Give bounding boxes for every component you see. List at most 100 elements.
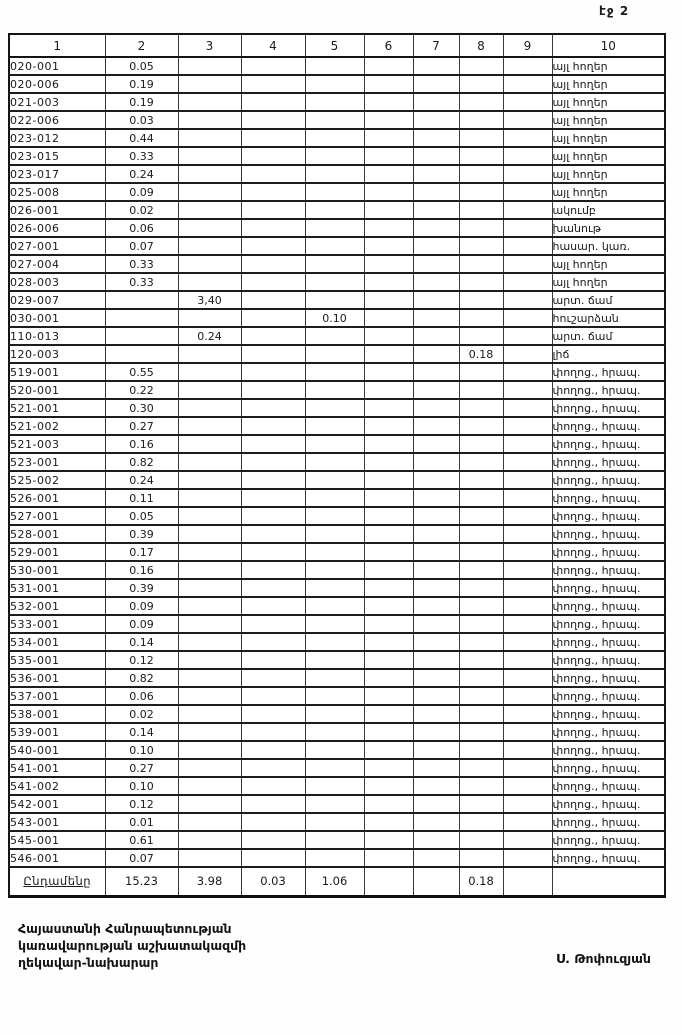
value-cell [458, 291, 503, 310]
value-cell [502, 57, 552, 76]
value-cell [177, 57, 241, 76]
value-cell [363, 453, 413, 472]
land-use-cell: այլ հողեր [551, 129, 665, 148]
value-cell: 0.18 [458, 345, 503, 364]
value-cell [363, 75, 413, 94]
value-cell [304, 327, 364, 346]
value-cell [177, 381, 241, 400]
land-use-cell: փողոց., հրապ.չմ [551, 381, 665, 400]
value-cell [412, 777, 459, 796]
value-cell: 0.27 [104, 417, 178, 436]
table-header-row: 1 2 3 4 5 6 7 8 9 10 [8, 34, 665, 58]
value-cell: 0.19 [104, 93, 178, 112]
land-use-cell: փողոց., հրապ.չմ [551, 633, 665, 652]
value-cell [502, 381, 552, 400]
value-cell [458, 633, 503, 652]
value-cell: 0.22 [104, 381, 178, 400]
value-cell [502, 813, 552, 832]
land-use-cell: փողոց., հրապ.չմ [551, 669, 665, 688]
parcel-code-cell: 532-001 [8, 597, 105, 616]
value-cell [363, 705, 413, 724]
value-cell [502, 309, 552, 328]
value-cell [177, 831, 241, 850]
value-cell [502, 291, 552, 310]
value-cell [240, 831, 305, 850]
table-row: 020-006 0.19 այլ հողեր [8, 75, 665, 94]
value-cell [458, 597, 503, 616]
value-cell [104, 327, 178, 346]
value-cell [177, 147, 241, 166]
table-row: 028-003 0.33 այլ հողեր [8, 273, 665, 292]
value-cell [363, 417, 413, 436]
value-cell [304, 273, 364, 292]
value-cell [240, 345, 305, 364]
value-cell [177, 741, 241, 760]
value-cell [412, 813, 459, 832]
value-cell [363, 147, 413, 166]
value-cell [240, 489, 305, 508]
value-cell [412, 453, 459, 472]
table-row: 023-015 0.33 այլ հողեր [8, 147, 665, 166]
value-cell [458, 759, 503, 778]
value-cell [304, 237, 364, 256]
value-cell [177, 489, 241, 508]
value-cell [240, 183, 305, 202]
value-cell [363, 363, 413, 382]
value-cell [363, 633, 413, 652]
value-cell [304, 579, 364, 598]
value-cell [502, 327, 552, 346]
value-cell [304, 831, 364, 850]
value-cell [177, 705, 241, 724]
parcel-code-cell: 540-001 [8, 741, 105, 760]
parcel-code-cell: 120-003 [8, 345, 105, 364]
value-cell [458, 669, 503, 688]
value-cell [240, 669, 305, 688]
land-parcel-table: 1 2 3 4 5 6 7 8 9 10 020-001 0.05 այլ հողեր 020-006 0… [8, 33, 666, 898]
value-cell: 0.07 [104, 849, 178, 868]
value-cell [240, 327, 305, 346]
value-cell [412, 237, 459, 256]
value-cell [240, 237, 305, 256]
value-cell [177, 363, 241, 382]
value-cell [412, 111, 459, 130]
land-use-cell: փողոց., հրապ.չմ [551, 579, 665, 598]
value-cell [412, 291, 459, 310]
issuer-line-3: ղեկավար-նախարար [18, 955, 159, 970]
value-cell [502, 543, 552, 562]
value-cell [304, 165, 364, 184]
value-cell [304, 219, 364, 238]
land-use-cell: փողոց., հրապ.չմ [551, 831, 665, 850]
parcel-code-cell: 521-002 [8, 417, 105, 436]
value-cell [458, 723, 503, 742]
value-cell: 0.06 [104, 687, 178, 706]
value-cell [458, 327, 503, 346]
value-cell [412, 471, 459, 490]
value-cell [104, 291, 178, 310]
value-cell [177, 273, 241, 292]
land-use-cell: փողոց., հրապ.չմ [551, 489, 665, 508]
value-cell [458, 813, 503, 832]
land-use-cell: լիճչմ [551, 345, 665, 364]
value-cell [363, 57, 413, 76]
value-cell [363, 489, 413, 508]
value-cell [240, 129, 305, 148]
value-cell: 0.12 [104, 651, 178, 670]
issuer-title-block: Հայաստանի Հանրապետության կառավարության ա… [18, 920, 246, 971]
value-cell [412, 831, 459, 850]
value-cell [177, 255, 241, 274]
table-row: 110-013 0.24 արտ. ճամ [8, 327, 665, 346]
parcel-code-cell: 519-001 [8, 363, 105, 382]
value-cell [458, 183, 503, 202]
value-cell [240, 93, 305, 112]
value-cell [304, 291, 364, 310]
value-cell [458, 129, 503, 148]
value-cell [458, 201, 503, 220]
value-cell [458, 651, 503, 670]
value-cell [177, 201, 241, 220]
